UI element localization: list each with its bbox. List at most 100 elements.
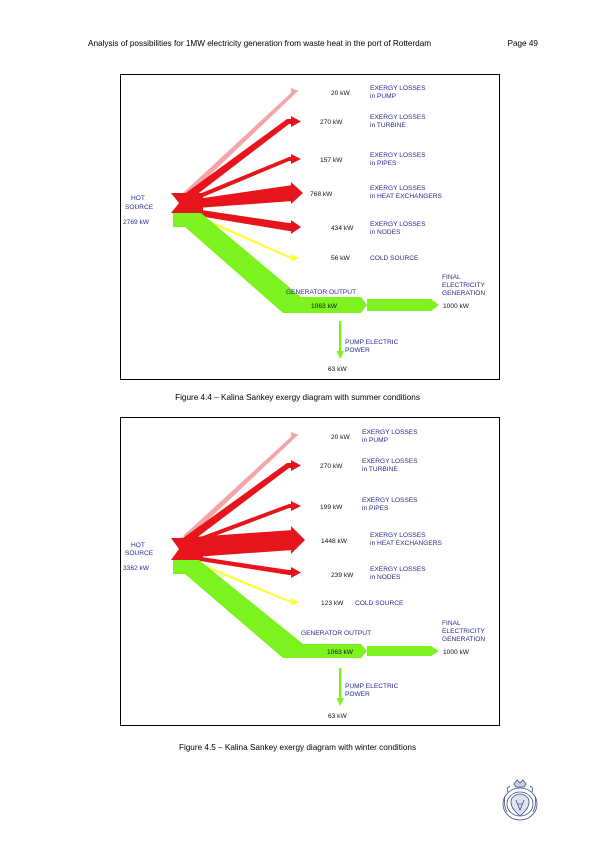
pipes-loss-label-1: EXERGY LOSSES <box>370 152 426 159</box>
flow-pump-loss <box>183 435 298 538</box>
turbine-loss-label-2: in TURBINE <box>370 122 406 129</box>
sankey-figure-winter: HOT SOURCE 3362 kW 20 kW EXERGY LOSSES i… <box>120 417 500 726</box>
pipes-loss-label-2: in PIPES <box>362 505 389 512</box>
arrow-heat-exchanger-loss <box>291 526 305 554</box>
cold-source-value: 123 kW <box>321 600 344 607</box>
pump-loss-label-1: EXERGY LOSSES <box>370 85 426 92</box>
flow-nodes-loss <box>181 207 293 231</box>
heat-exchanger-loss-label-2: in HEAT EXCHANGERS <box>370 193 443 200</box>
flow-cold-source <box>191 213 293 259</box>
generator-output-label: GENERATOR OUTPUT <box>301 630 371 637</box>
flow-turbine-loss <box>183 463 293 542</box>
pump-electric-value: 63 kW <box>328 713 347 720</box>
nodes-loss-value: 239 kW <box>331 572 354 579</box>
pipes-loss-value: 157 kW <box>320 157 343 164</box>
cold-source-value: 56 kW <box>331 255 350 262</box>
hot-source-node <box>171 193 203 213</box>
turbine-loss-label-2: in TURBINE <box>362 466 398 473</box>
final-electricity-label-2: ELECTRICITY <box>442 282 485 289</box>
hot-source-node <box>171 538 203 560</box>
flow-final-electricity <box>367 299 439 311</box>
generator-output-label: GENERATOR OUTPUT <box>286 289 356 296</box>
arrow-pump-electric <box>336 351 344 359</box>
pump-electric-label-2: POWER <box>345 691 370 698</box>
pump-electric-label-1: PUMP ELECTRIC <box>345 683 399 690</box>
arrow-heat-exchanger-loss <box>291 182 303 204</box>
pump-electric-value: 63 kW <box>328 366 347 373</box>
cold-source-label: COLD SOURCE <box>355 600 404 607</box>
flow-generator <box>173 213 301 313</box>
arrow-cold-source <box>291 598 299 606</box>
page-number: Page 49 <box>507 39 538 48</box>
nodes-loss-value: 434 kW <box>331 225 354 232</box>
sankey-diagram-winter: HOT SOURCE 3362 kW 20 kW EXERGY LOSSES i… <box>123 429 485 720</box>
pump-electric-label-1: PUMP ELECTRIC <box>345 339 399 346</box>
arrow-pipes-loss <box>291 154 301 164</box>
pump-loss-value: 20 kW <box>331 434 350 441</box>
final-electricity-label-1: FINAL <box>442 274 461 281</box>
arrow-turbine-loss <box>291 460 301 471</box>
document-title: Analysis of possibilities for 1MW electr… <box>88 39 432 48</box>
sankey-figure-summer: HOT SOURCE 2769 kW 20 kW EXERGY LOSSES i… <box>120 74 500 380</box>
generator-bar <box>285 297 367 313</box>
flow-generator <box>173 560 303 658</box>
flow-pipes-loss <box>187 157 293 202</box>
final-electricity-label-1: FINAL <box>442 620 461 627</box>
nodes-loss-label-2: in NODES <box>370 229 401 236</box>
heat-exchanger-loss-value: 768 kW <box>310 191 333 198</box>
flow-final-electricity <box>367 646 439 656</box>
pump-electric-label-2: POWER <box>345 347 370 354</box>
figure-caption-summer: Figure 4.4 – Kalina Sankey exergy diagra… <box>175 393 420 402</box>
turbine-loss-label-1: EXERGY LOSSES <box>370 114 426 121</box>
arrow-pump-loss <box>291 432 299 438</box>
generator-output-value: 1063 kW <box>327 649 354 656</box>
final-electricity-label-3: GENERATION <box>442 636 485 643</box>
flow-pipes-loss <box>187 504 293 545</box>
turbine-loss-label-1: EXERGY LOSSES <box>362 458 418 465</box>
flow-cold-source <box>191 560 293 603</box>
hot-source-label-1: HOT <box>131 195 145 202</box>
figure-caption-winter: Figure 4.5 – Kalina Sankey exergy diagra… <box>178 743 417 752</box>
turbine-loss-value: 270 kW <box>320 119 343 126</box>
flow-pump-electric <box>339 668 342 700</box>
cold-source-label: COLD SOURCE <box>370 255 419 262</box>
sankey-diagram-summer: HOT SOURCE 2769 kW 20 kW EXERGY LOSSES i… <box>123 85 485 373</box>
pump-loss-label-2: in PUMP <box>362 437 389 444</box>
hot-source-value: 2769 kW <box>123 219 150 226</box>
arrow-cold-source <box>291 254 299 262</box>
final-electricity-value: 1000 kW <box>443 303 470 310</box>
flow-heat-exchanger-loss <box>179 530 293 558</box>
turbine-loss-value: 270 kW <box>320 463 343 470</box>
generator-bar <box>285 644 367 658</box>
heat-exchanger-loss-value: 1448 kW <box>321 538 348 545</box>
pipes-loss-value: 199 kW <box>320 504 343 511</box>
arrow-nodes-loss <box>291 220 301 234</box>
generator-output-value: 1063 kW <box>311 303 338 310</box>
hot-source-label-2: SOURCE <box>125 204 154 211</box>
final-electricity-label-2: ELECTRICITY <box>442 628 485 635</box>
arrow-pump-electric <box>336 698 344 706</box>
heat-exchanger-loss-label-1: EXERGY LOSSES <box>370 185 426 192</box>
flow-nodes-loss <box>181 554 293 575</box>
flow-pump-electric <box>339 321 342 353</box>
pump-loss-value: 20 kW <box>331 90 350 97</box>
university-seal-icon <box>502 779 538 821</box>
flow-turbine-loss <box>183 119 293 199</box>
arrow-pump-loss <box>291 88 299 94</box>
hot-source-label-1: HOT <box>131 542 145 549</box>
pump-loss-label-1: EXERGY LOSSES <box>362 429 418 436</box>
heat-exchanger-loss-label-1: EXERGY LOSSES <box>370 532 426 539</box>
pump-loss-label-2: in PUMP <box>370 93 397 100</box>
hot-source-label-2: SOURCE <box>125 550 154 557</box>
arrow-turbine-loss <box>291 116 301 127</box>
final-electricity-label-3: GENERATION <box>442 290 485 297</box>
flow-heat-exchanger-loss <box>183 185 293 209</box>
nodes-loss-label-1: EXERGY LOSSES <box>370 221 426 228</box>
flow-pump-loss <box>183 91 298 195</box>
pipes-loss-label-2: in PIPES <box>370 160 397 167</box>
heat-exchanger-loss-label-2: in HEAT EXCHANGERS <box>370 540 443 547</box>
nodes-loss-label-2: in NODES <box>370 574 401 581</box>
arrow-nodes-loss <box>291 567 301 578</box>
nodes-loss-label-1: EXERGY LOSSES <box>370 566 426 573</box>
hot-source-value: 3362 kW <box>123 565 150 572</box>
